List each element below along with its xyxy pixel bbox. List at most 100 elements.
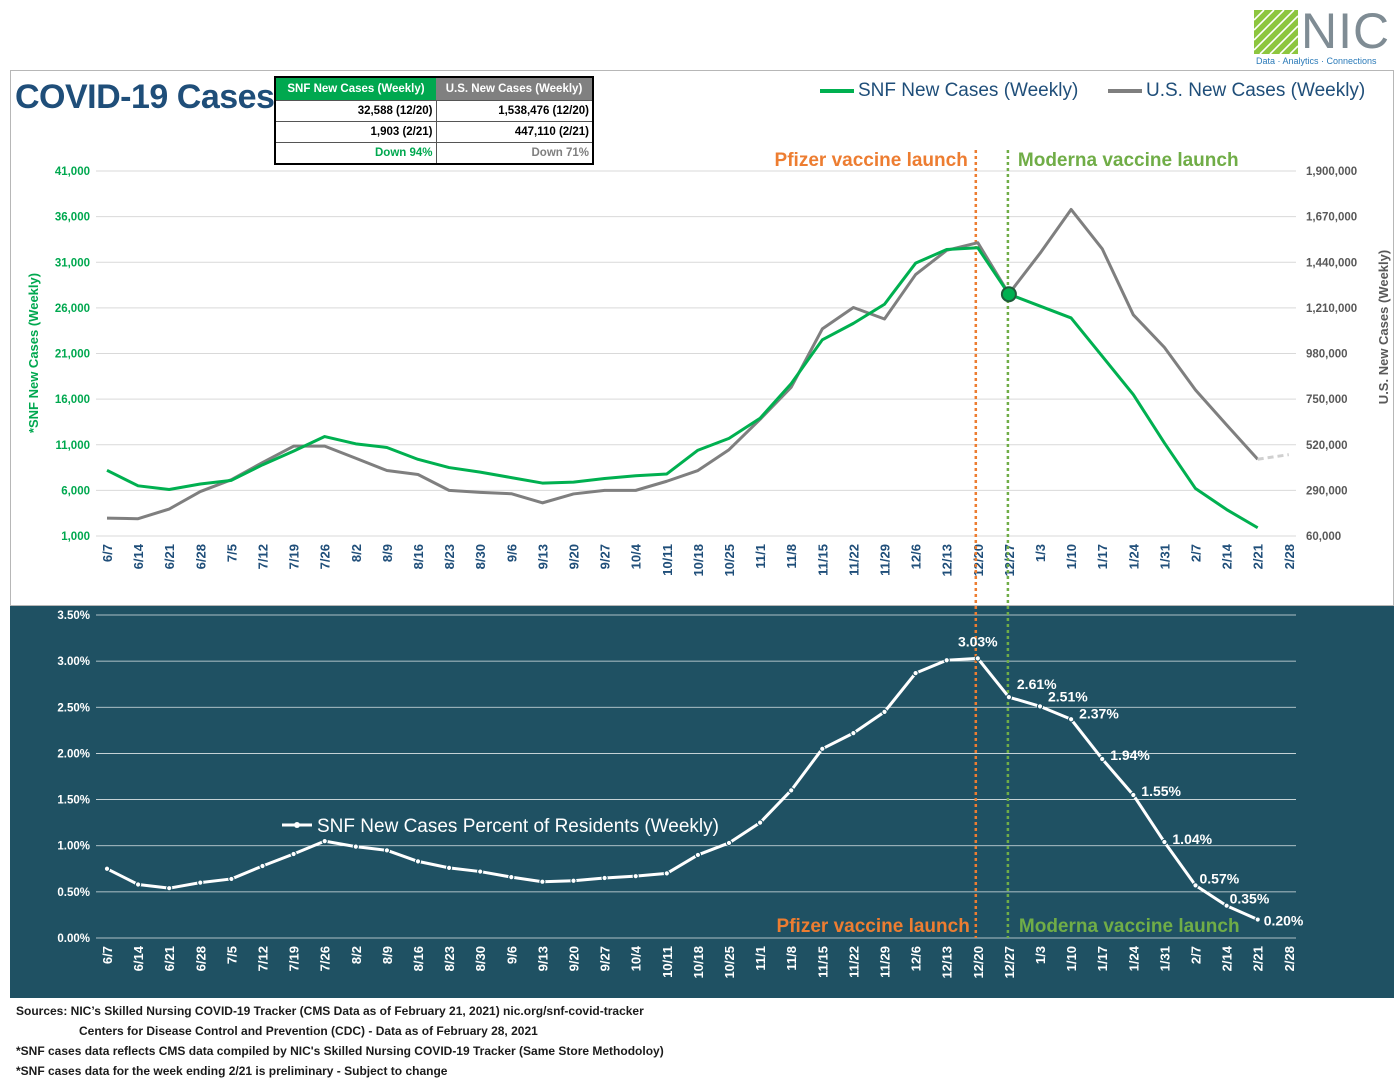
x-tick-label: 10/18 <box>691 544 706 577</box>
y-right-tick-label: 1,900,000 <box>1306 166 1357 178</box>
pct-point <box>1036 703 1044 710</box>
x-tick-label: 8/16 <box>411 946 426 971</box>
logo-text: NIC <box>1301 3 1391 59</box>
bottom-chart: 0.00% 0.50% 1.00% 1.50% 2.00% 2.50% 3.00% 3.50%… <box>57 606 1304 979</box>
x-tick-label: 7/5 <box>224 946 239 964</box>
y-left-tick-label: 31,000 <box>55 257 90 269</box>
top-chart-panel <box>10 70 1394 606</box>
y-right-tick-label: 980,000 <box>1306 349 1348 361</box>
x-tick-label: 6/7 <box>100 544 115 562</box>
x-tick-label: 12/20 <box>971 946 986 979</box>
pct-point <box>819 745 826 752</box>
y-tick-label: 2.50% <box>57 702 90 714</box>
y-right-tick-label: 1,670,000 <box>1306 212 1357 224</box>
y-left-tick-label: 1,000 <box>61 531 90 543</box>
x-tick-label: 2/28 <box>1282 946 1297 971</box>
page-title: COVID-19 Cases <box>15 78 275 116</box>
y-tick-label: 3.50% <box>57 610 90 622</box>
x-tick-label: 10/4 <box>629 543 644 569</box>
x-tick-label: 8/30 <box>473 544 488 569</box>
pct-point <box>1223 902 1230 909</box>
pct-point <box>881 708 888 716</box>
pct-point <box>663 870 670 877</box>
x-tick-label: 12/13 <box>940 544 955 577</box>
x-tick-label: 11/29 <box>878 946 893 978</box>
x-tick-label: 6/28 <box>193 946 208 971</box>
data-label: 0.35% <box>1230 891 1270 907</box>
pct-point <box>259 862 266 870</box>
pct-point <box>1192 882 1199 889</box>
pct-point <box>601 874 608 882</box>
summary-cell-snf-change: Down 94% <box>274 142 437 165</box>
pct-point <box>197 879 204 886</box>
summary-header-us: U.S. New Cases (Weekly) <box>436 77 593 101</box>
pct-point <box>974 655 981 662</box>
x-tick-label: 1/24 <box>1126 945 1141 971</box>
pct-point <box>290 850 297 858</box>
x-tick-label: 8/30 <box>473 946 488 971</box>
x-tick-label: 2/14 <box>1220 945 1235 971</box>
x-tick-label: 9/6 <box>504 946 519 964</box>
pct-point <box>1130 791 1137 799</box>
pct-point <box>1099 755 1106 763</box>
pct-point <box>912 670 919 677</box>
x-tick-label: 2/21 <box>1251 946 1266 971</box>
x-tick-label: 7/12 <box>256 544 271 569</box>
data-label: 3.03% <box>958 633 998 649</box>
legend-us: U.S. New Cases (Weekly) <box>1108 80 1365 102</box>
x-tick-label: 10/11 <box>660 544 675 576</box>
summary-cell: 1,903 (2/21) <box>274 121 437 143</box>
x-tick-label: 6/14 <box>131 945 146 971</box>
y-right-tick-label: 290,000 <box>1306 485 1348 497</box>
x-tick-label: 10/11 <box>660 946 675 978</box>
pfizer-annotation: Pfizer vaccine launch <box>777 916 970 937</box>
x-tick-label: 6/14 <box>131 543 146 569</box>
data-label: 2.37% <box>1079 705 1119 721</box>
y-right-tick-label: 750,000 <box>1306 394 1348 406</box>
x-tick-label: 1/3 <box>1033 946 1048 964</box>
charts-svg: 1,000 60,000 6,000 290,000 11,000 520,000 16,0… <box>26 150 1391 979</box>
nic-logo-icon <box>1254 10 1298 54</box>
x-tick-label: 8/23 <box>442 946 457 971</box>
y-tick-label: 2.00% <box>57 748 90 760</box>
x-tick-label: 10/25 <box>722 544 737 577</box>
pct-point <box>446 864 453 871</box>
x-tick-label: 1/24 <box>1126 543 1141 569</box>
x-tick-label: 11/29 <box>878 544 893 576</box>
x-tick-label: 7/26 <box>318 946 333 971</box>
snf-cases-line <box>106 246 1259 530</box>
x-tick-label: 9/6 <box>504 544 519 562</box>
us-cases-line <box>106 207 1259 521</box>
x-tick-label: 7/26 <box>318 544 333 569</box>
x-tick-label: 11/22 <box>846 544 861 576</box>
y-tick-label: 1.00% <box>57 841 90 853</box>
x-tick-label: 8/16 <box>411 544 426 569</box>
summary-header-snf: SNF New Cases (Weekly) <box>275 77 436 101</box>
x-tick-label: 1/17 <box>1095 544 1110 569</box>
x-tick-label: 6/28 <box>193 544 208 569</box>
x-tick-label: 7/19 <box>287 544 302 569</box>
y-right-tick-label: 60,000 <box>1306 531 1341 543</box>
data-label: 2.51% <box>1048 688 1088 704</box>
source-line: Centers for Disease Control and Preventi… <box>79 1024 538 1038</box>
y-left-axis-title: *SNF New Cases (Weekly) <box>26 273 41 433</box>
pct-point <box>383 847 390 854</box>
source-line: Sources: NIC’s Skilled Nursing COVID-19 … <box>16 1004 644 1018</box>
pct-point <box>539 878 546 885</box>
x-tick-label: 9/20 <box>567 946 582 971</box>
x-tick-label: 11/15 <box>815 544 830 576</box>
x-tick-label: 2/14 <box>1220 543 1235 569</box>
y-right-tick-label: 1,440,000 <box>1306 257 1357 269</box>
pct-point <box>414 858 422 865</box>
pct-point <box>1005 694 1013 701</box>
x-tick-label: 7/19 <box>287 946 302 971</box>
nic-logo: NIC Data · Analytics · Connections <box>1254 3 1394 68</box>
x-tick-label: 8/23 <box>442 544 457 569</box>
y-right-tick-label: 520,000 <box>1306 440 1348 452</box>
x-tick-label: 1/3 <box>1033 544 1048 562</box>
x-tick-label: 2/7 <box>1189 544 1204 562</box>
x-tick-label: 10/25 <box>722 946 737 979</box>
x-tick-label: 8/9 <box>380 544 395 562</box>
crossover-highlight-point <box>1000 286 1017 303</box>
x-tick-label: 2/7 <box>1189 946 1204 964</box>
